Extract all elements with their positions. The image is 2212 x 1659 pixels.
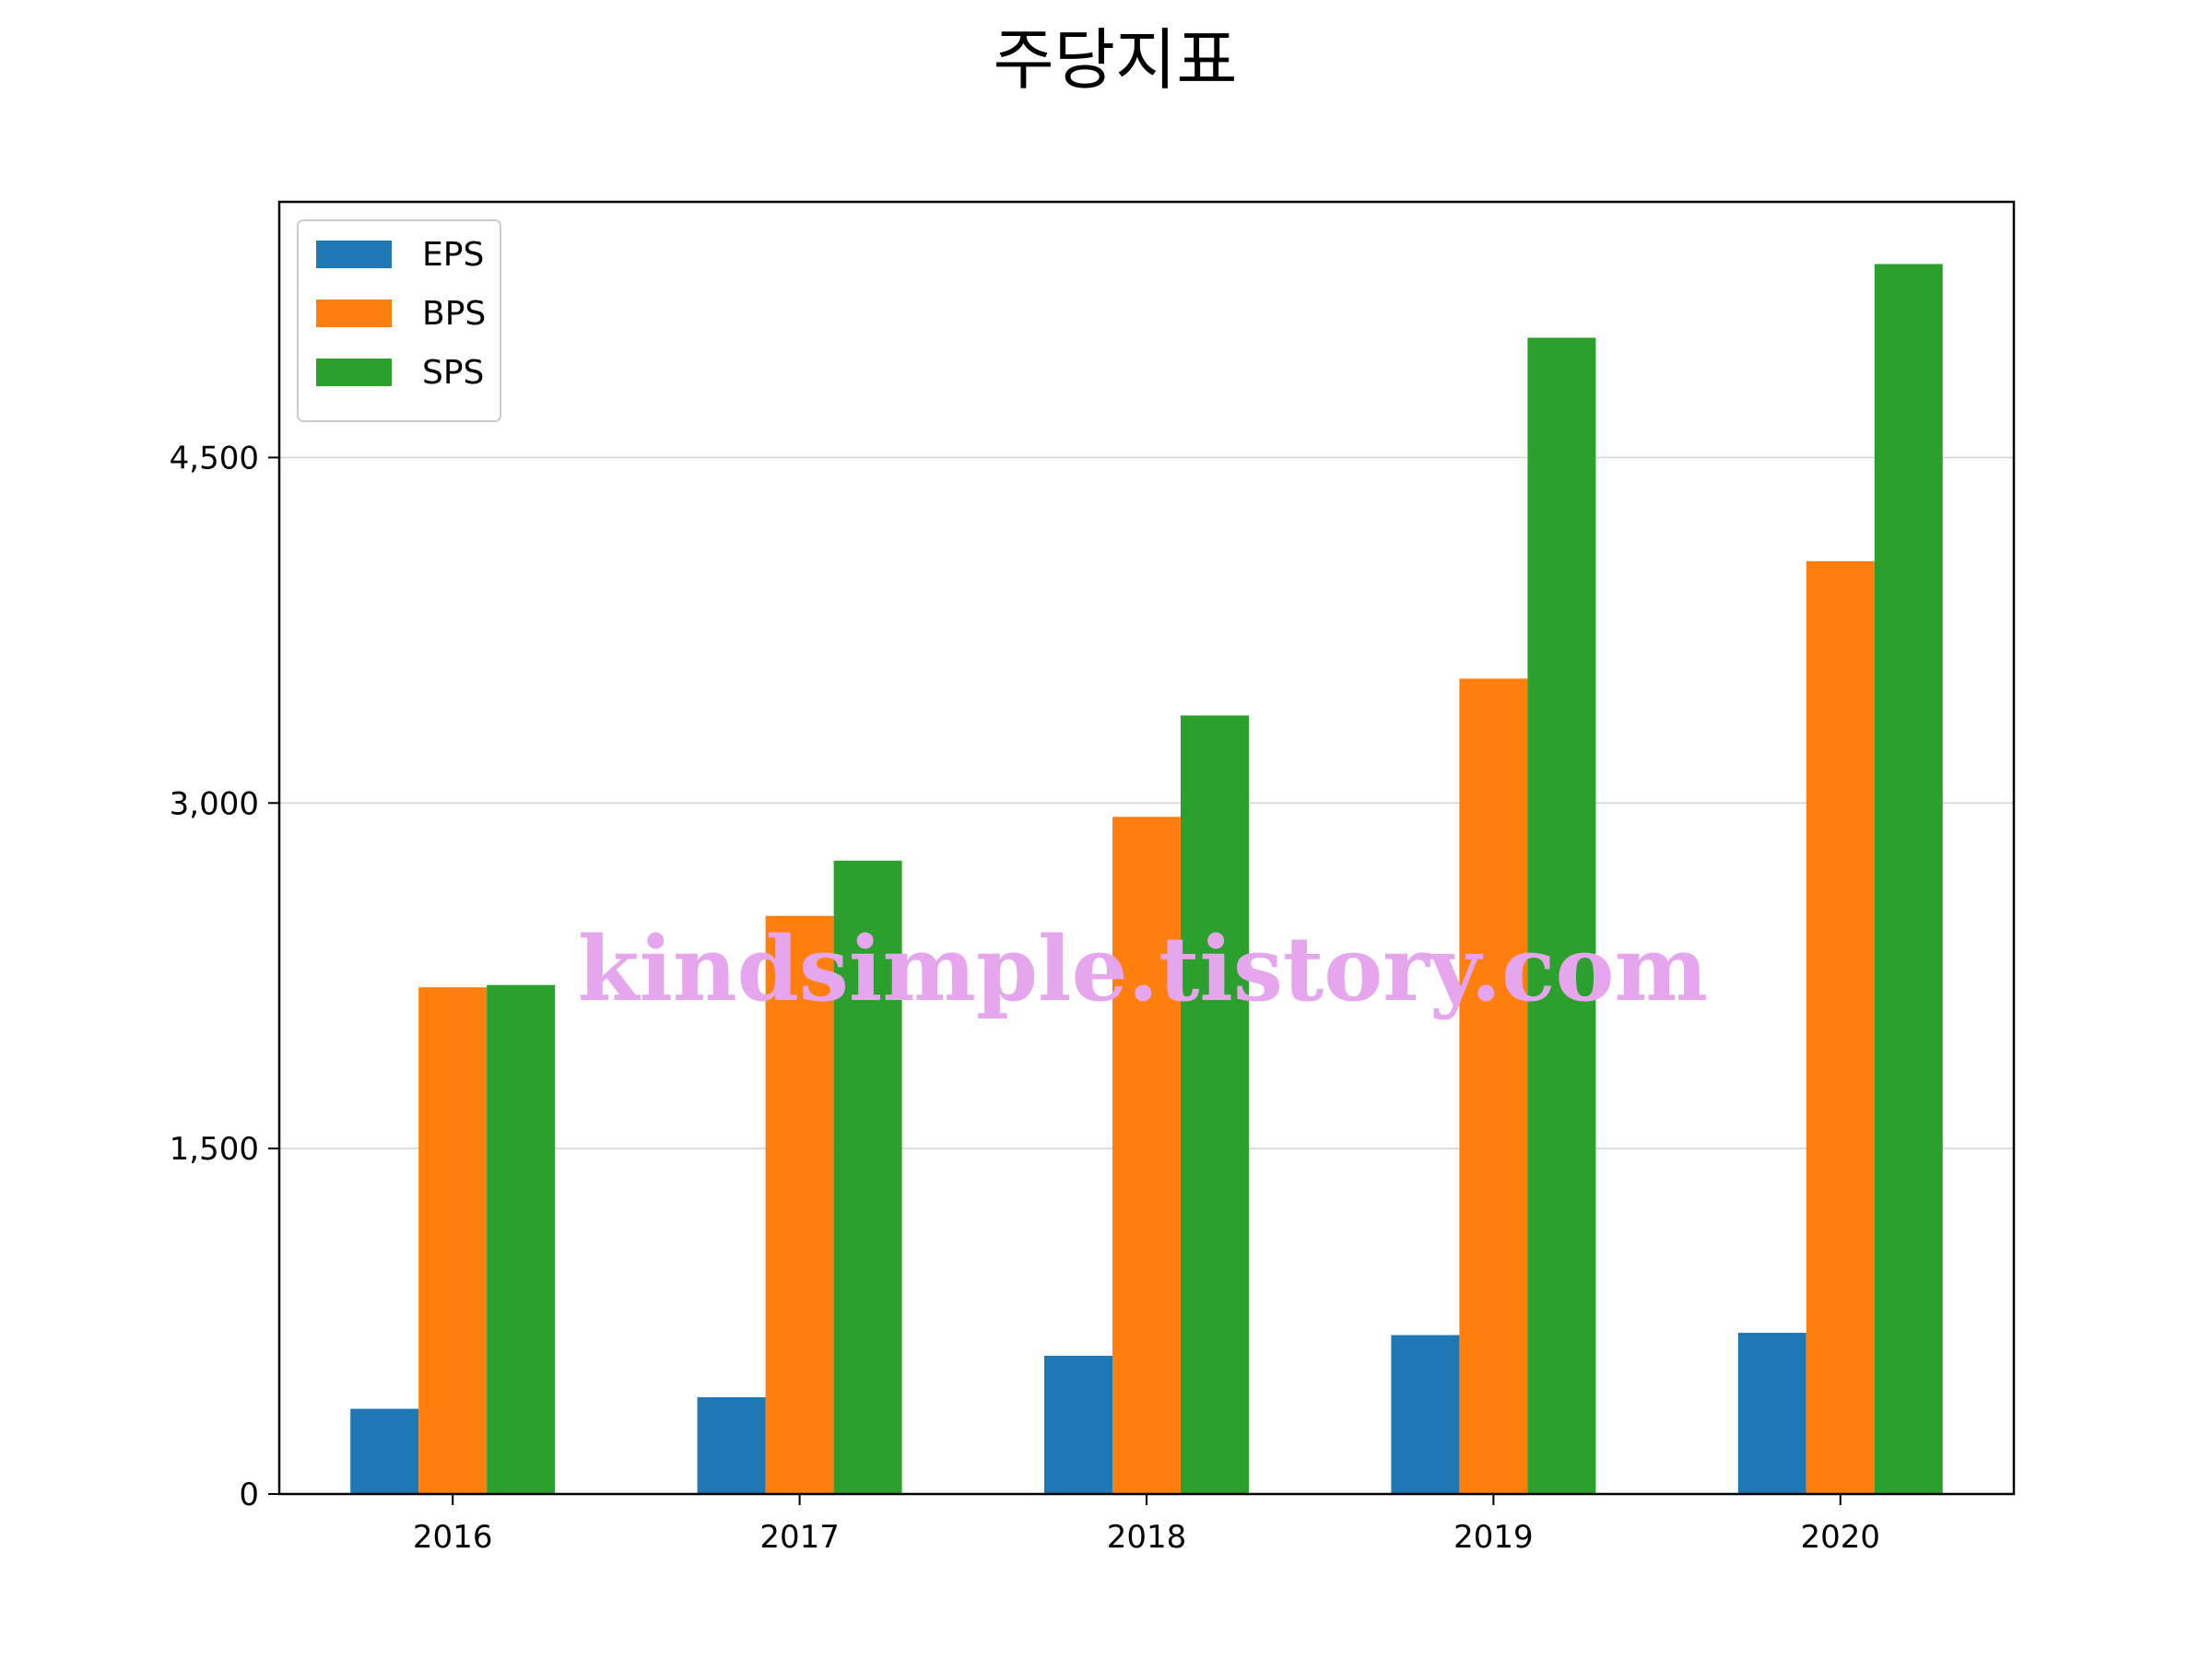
y-tick-label: 3,000 (170, 785, 259, 822)
x-tick-label: 2017 (759, 1519, 840, 1556)
watermark-text: kindsimple.tistory.com (578, 917, 1708, 1021)
bar-sps-2018 (1181, 715, 1249, 1494)
legend: EPS BPS SPS (297, 219, 501, 422)
bar-bps-2019 (1459, 678, 1528, 1494)
legend-label-eps: EPS (422, 236, 484, 274)
legend-swatch-eps (316, 241, 392, 268)
x-tick-label: 2020 (1801, 1519, 1881, 1556)
legend-label-sps: SPS (422, 354, 484, 392)
bar-bps-2020 (1806, 560, 1875, 1494)
y-tick-label: 4,500 (170, 440, 259, 477)
legend-label-bps: BPS (422, 295, 486, 333)
bar-sps-2020 (1874, 264, 1943, 1494)
bar-eps-2018 (1044, 1356, 1112, 1494)
chart-title: 주당지표 (994, 21, 1238, 99)
bar-bps-2017 (765, 915, 834, 1494)
y-tick-label: 0 (239, 1477, 259, 1513)
bar-eps-2020 (1737, 1333, 1806, 1494)
bars (350, 264, 1943, 1495)
x-tick-label: 2018 (1107, 1519, 1187, 1556)
bar-bps-2016 (418, 987, 488, 1494)
bar-sps-2016 (487, 984, 556, 1494)
bar-sps-2019 (1527, 337, 1596, 1495)
legend-swatch-bps (316, 300, 392, 327)
x-tick-label: 2019 (1453, 1519, 1534, 1556)
bar-eps-2017 (697, 1397, 766, 1494)
x-tick-label: 2016 (413, 1519, 493, 1556)
bar-sps-2017 (833, 860, 902, 1494)
bar-bps-2018 (1112, 817, 1181, 1494)
bar-eps-2016 (350, 1408, 419, 1494)
legend-swatch-sps (316, 359, 392, 386)
axes: 0 1,500 3,000 4,500 2016 2017 2018 2019 2020 (170, 200, 2016, 1556)
y-tick-label: 1,500 (170, 1131, 259, 1168)
bar-eps-2019 (1391, 1335, 1460, 1494)
